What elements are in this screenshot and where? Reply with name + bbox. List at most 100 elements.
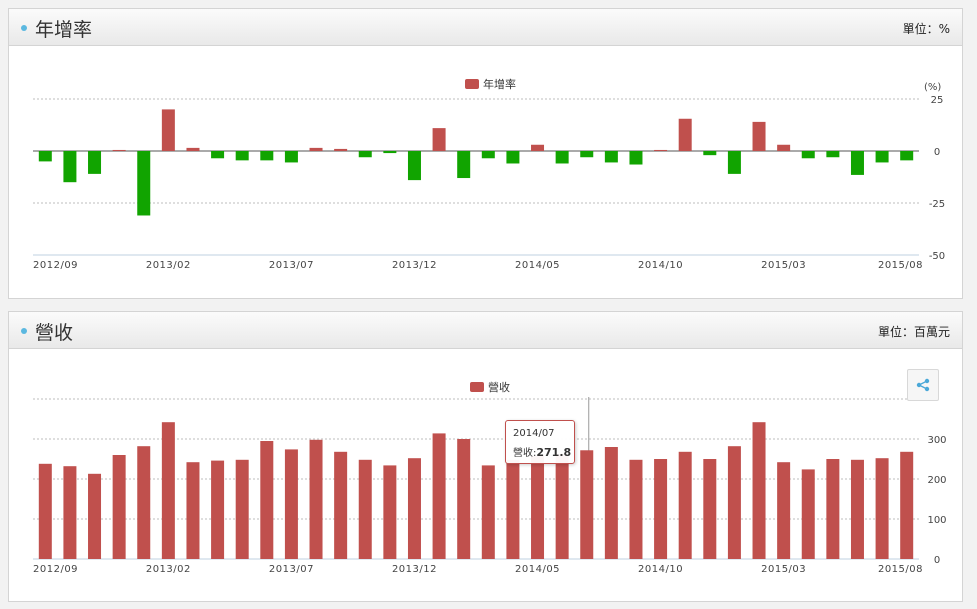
x-tick-label: 2014/10 [638,260,683,271]
panel-header: 年增率 單位：% [9,9,962,46]
tooltip-value: 271.8 [536,446,572,459]
x-tick-label: 2013/07 [269,564,314,575]
bar-2013/07 [284,449,298,559]
unit-label: 單位：% [902,22,950,36]
bar-2015/01 [727,151,741,174]
bar-2014/12 [703,459,717,559]
bar-2014/06 [555,151,569,164]
bar-2012/10 [63,466,77,559]
bar-2012/11 [88,151,102,174]
panel-title: 營收 [35,322,74,344]
bar-2013/08 [309,147,323,151]
bar-2013/12 [407,458,421,559]
x-tick-label: 2013/12 [392,564,437,575]
bar-2014/11 [678,118,692,151]
bar-2012/09 [38,151,52,162]
x-tick-label: 2013/02 [146,260,191,271]
bar-2013/10 [358,151,372,158]
x-tick-label: 2015/03 [761,260,806,271]
bar-2013/04 [211,460,225,559]
bar-2014/02 [457,151,471,179]
bar-2015/06 [850,151,864,175]
legend-label: 年增率 [483,77,516,91]
y-tick-label: -50 [929,251,945,262]
y-tick-label: 0 [934,555,940,566]
bar-2015/07 [875,458,889,559]
y-axis-unit-label: (%) [924,82,941,93]
bar-2014/05 [531,455,545,559]
revenue-chart: 0 100 200 300 2012/09 2013/02 2013/07 2013/12 20… [33,380,947,575]
share-button[interactable] [907,369,939,401]
bar-2015/03 [777,144,791,151]
bar-2013/12 [407,151,421,181]
y-tick-label: 200 [927,475,946,486]
bar-2014/08 [604,447,618,559]
x-tick-label: 2012/09 [33,260,78,271]
bar-2015/06 [850,459,864,559]
panel-title: 年增率 [35,19,93,41]
bar-2014/10 [654,459,668,559]
bar-2015/03 [777,462,791,559]
x-tick-label: 2013/02 [146,564,191,575]
x-tick-label: 2014/10 [638,564,683,575]
bar-2015/01 [727,446,741,559]
y-tick-label: 300 [927,435,946,446]
bar-2014/06 [555,454,569,559]
bar-2014/09 [629,459,643,559]
y-tick-label: -25 [929,199,945,210]
bar-2013/02 [161,109,175,151]
bar-2013/01 [137,151,151,216]
bullet-dot-icon [21,328,27,334]
x-tick-label: 2014/05 [515,564,560,575]
x-tick-label: 2014/05 [515,260,560,271]
bar-2012/09 [38,463,52,559]
bar-2015/08 [900,451,914,559]
revenue-panel: 營收 單位：百萬元 0 100 200 300 2012/09 2013/02 2013/0… [8,311,963,602]
bar-2015/07 [875,151,889,163]
bar-2014/07 [580,450,594,559]
bar-2014/01 [432,433,446,559]
bar-2014/01 [432,128,446,151]
legend-swatch [465,79,479,89]
bar-2014/08 [604,151,618,163]
bar-2014/03 [481,151,495,159]
bar-2014/02 [457,439,471,559]
bar-2013/01 [137,446,151,559]
bar-2014/05 [531,144,545,151]
bar-2014/09 [629,151,643,165]
x-tick-label: 2013/07 [269,260,314,271]
y-tick-label: 25 [931,95,944,106]
x-tick-label: 2013/12 [392,260,437,271]
bar-2015/04 [801,151,815,159]
legend-swatch [470,382,484,392]
bar-2014/10 [654,149,668,151]
bar-2012/12 [112,149,126,151]
growth-rate-chart: -50 -25 0 25 2012/09 2013/02 2013/07 2013/12 201… [33,77,945,271]
bar-2014/04 [506,459,520,559]
panel-header: 營收 單位：百萬元 [9,312,962,349]
growth-rate-panel: 年增率 單位：% -50 -25 0 25 2012/09 2013/02 2013/07 2… [8,8,963,299]
bar-2013/04 [211,151,225,159]
chart-tooltip: 2014/07 營收:271.8 [505,420,575,464]
x-tick-label: 2012/09 [33,564,78,575]
share-icon [916,378,930,392]
bar-2015/05 [826,151,840,158]
bar-2012/12 [112,455,126,559]
bar-2014/07 [580,151,594,158]
bar-2015/08 [900,151,914,161]
bar-2013/09 [334,451,348,559]
bar-2014/11 [678,451,692,559]
bar-2013/09 [334,148,348,151]
bar-2015/02 [752,422,766,559]
bar-2013/03 [186,462,200,559]
tooltip-label: 營收: [513,448,537,459]
bar-2013/03 [186,147,200,151]
bullet-dot-icon [21,25,27,31]
legend-label: 營收 [488,380,510,394]
bar-2013/05 [235,459,249,559]
bar-2012/11 [88,473,102,559]
bar-2013/11 [383,465,397,559]
x-tick-label: 2015/08 [878,564,923,575]
unit-label: 單位：百萬元 [877,325,950,339]
bar-2014/03 [481,465,495,559]
